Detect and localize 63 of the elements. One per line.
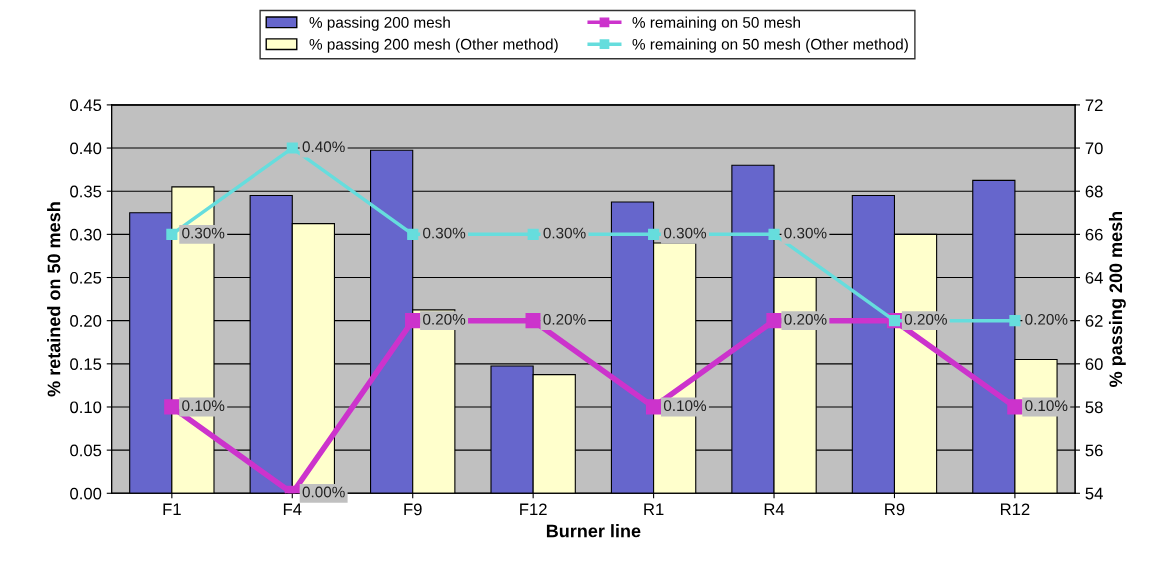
y-tick-label: 0.25	[70, 271, 102, 284]
y-tick-label: 0.30	[70, 228, 102, 241]
legend-label: % remaining on 50 mesh (Other method)	[632, 38, 908, 53]
data-label: 0.10%	[182, 400, 225, 412]
data-label: 0.40%	[302, 141, 345, 153]
y-tick-label: 0.15	[70, 358, 102, 371]
point	[766, 313, 782, 329]
point	[1007, 399, 1023, 415]
legend-label: % passing 200 mesh	[309, 16, 450, 31]
point	[645, 399, 662, 415]
data-label: 0.30%	[784, 227, 827, 239]
point	[407, 228, 419, 240]
x-tick-label: F9	[404, 503, 422, 516]
y2-tick-label: 60	[1085, 358, 1103, 371]
y-axis-title: % retained on 50 mesh	[47, 202, 61, 397]
legend-label: % remaining on 50 mesh	[632, 16, 800, 31]
data-label: 0.20%	[543, 313, 586, 325]
data-label: 0.20%	[904, 313, 947, 325]
y-tick-label: 0.45	[70, 99, 102, 112]
point	[648, 228, 660, 240]
point	[1009, 315, 1021, 327]
y-tick-label: 0.40	[70, 142, 102, 155]
point	[405, 313, 421, 329]
y2-axis-title: % passing 200 mesh	[1108, 211, 1126, 387]
y-tick-label: 0.00	[70, 487, 102, 500]
y-tick-label: 0.20	[70, 315, 102, 327]
y2-tick-label: 56	[1085, 444, 1103, 457]
x-tick-label: F12	[520, 503, 547, 516]
data-label: 0.20%	[1025, 313, 1068, 325]
y2-tick-label: 54	[1085, 487, 1103, 500]
data-label: 0.30%	[182, 227, 225, 239]
data-label: 0.20%	[423, 313, 466, 325]
data-label: 0.30%	[663, 227, 707, 239]
data-label: 0.20%	[784, 313, 827, 325]
y-tick-label: 0.05	[70, 444, 102, 457]
y2-tick-label: 68	[1085, 185, 1103, 198]
data-label: 0.10%	[1025, 400, 1068, 412]
data-label: 0.00%	[302, 486, 345, 498]
y2-tick-label: 72	[1085, 99, 1103, 111]
point	[166, 228, 178, 240]
x-tick-label: R12	[1000, 503, 1030, 516]
data-label: 0.30%	[423, 227, 466, 239]
y2-tick-label: 70	[1085, 142, 1103, 155]
x-tick-label: R4	[764, 503, 785, 516]
point	[525, 313, 541, 329]
y-tick-label: 0.35	[70, 185, 102, 198]
legend-label: % passing 200 mesh (Other method)	[309, 38, 558, 53]
y2-tick-label: 58	[1085, 401, 1103, 414]
x-axis-title: Burner line	[546, 524, 641, 538]
point	[164, 399, 180, 415]
point	[768, 228, 780, 240]
y2-tick-label: 66	[1085, 228, 1103, 241]
data-label: 0.10%	[663, 400, 707, 412]
y2-tick-label: 62	[1085, 315, 1103, 327]
y-tick-label: 0.10	[70, 401, 102, 414]
point	[286, 142, 298, 154]
y2-tick-label: 64	[1085, 271, 1103, 284]
x-tick-label: F1	[163, 503, 181, 516]
x-tick-label: R9	[885, 503, 905, 516]
point	[527, 228, 539, 240]
x-tick-label: F4	[283, 503, 302, 516]
data-label: 0.30%	[543, 227, 586, 239]
x-tick-label: R1	[644, 503, 664, 516]
